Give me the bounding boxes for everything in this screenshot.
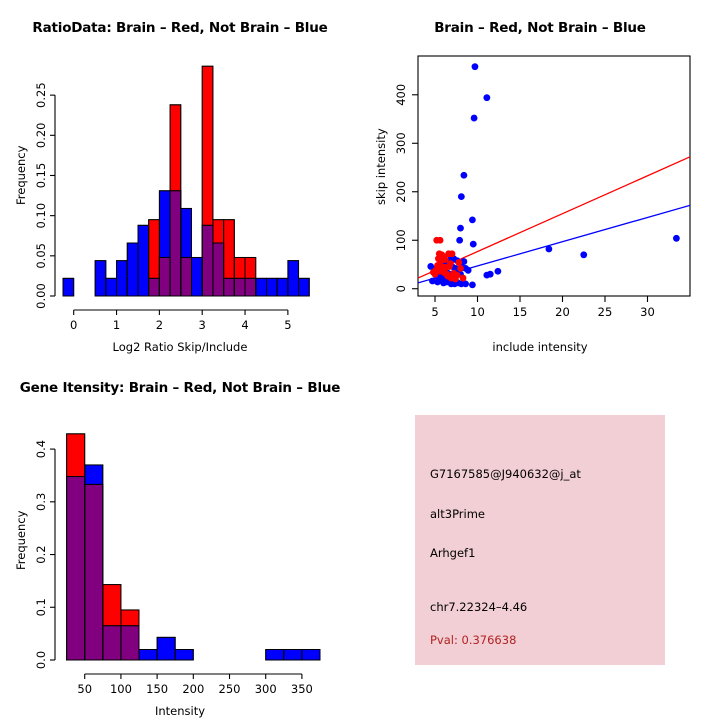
info-box-background: [415, 415, 665, 665]
svg-text:200: 200: [394, 181, 408, 203]
gene-histogram-plot: 0.0 0.1 0.2 0.3 0.4 50 100 150 200 250 300 350: [34, 433, 321, 696]
gene-histogram-title: Gene Itensity: Brain – Red, Not Brain – …: [19, 380, 341, 396]
svg-text:4: 4: [241, 318, 248, 332]
svg-text:0.05: 0.05: [34, 243, 48, 269]
gene-histogram-ylabel: Frequency: [14, 510, 28, 570]
svg-text:0.10: 0.10: [34, 203, 48, 229]
svg-text:15: 15: [513, 305, 528, 319]
svg-text:5: 5: [431, 305, 438, 319]
svg-text:250: 250: [219, 682, 241, 696]
panel-info: G7167585@J940632@j_at alt3Prime Arhgef1 …: [360, 360, 720, 720]
panel-ratio-histogram: RatioData: Brain – Red, Not Brain – Blue…: [0, 0, 360, 360]
svg-text:0.15: 0.15: [34, 163, 48, 189]
svg-text:0.0: 0.0: [34, 651, 48, 669]
svg-text:100: 100: [394, 229, 408, 251]
svg-text:0.25: 0.25: [34, 82, 48, 108]
ratio-histogram-xlabel: Log2 Ratio Skip/Include: [112, 340, 248, 354]
svg-text:200: 200: [182, 682, 204, 696]
svg-text:0.4: 0.4: [34, 440, 48, 458]
svg-text:0.20: 0.20: [34, 123, 48, 149]
svg-text:150: 150: [146, 682, 168, 696]
panel-gene-histogram: Gene Itensity: Brain – Red, Not Brain – …: [0, 360, 360, 720]
svg-text:20: 20: [555, 305, 570, 319]
info-gene-name: Arhgef1: [430, 546, 476, 560]
svg-text:10: 10: [470, 305, 485, 319]
svg-text:5: 5: [284, 318, 291, 332]
svg-text:0.3: 0.3: [34, 493, 48, 511]
svg-text:400: 400: [394, 84, 408, 106]
info-locus: chr7.22324–4.46: [430, 600, 528, 614]
svg-text:2: 2: [156, 318, 163, 332]
info-probe-id: G7167585@J940632@j_at: [430, 467, 581, 481]
svg-text:25: 25: [598, 305, 613, 319]
svg-text:0.2: 0.2: [34, 545, 48, 563]
svg-text:0.1: 0.1: [34, 598, 48, 616]
svg-text:0.00: 0.00: [34, 283, 48, 309]
ratio-histogram-plot: 0.00 0.05 0.10 0.15 0.20 0.25 0 1 2 3 4 5: [34, 65, 310, 332]
scatter-ylabel: skip intensity: [374, 128, 388, 205]
scatter-xlabel: include intensity: [492, 340, 588, 354]
svg-text:0: 0: [70, 318, 77, 332]
svg-text:350: 350: [291, 682, 313, 696]
scatter-plot: 0 100 200 300 400 5 10 15 20 25 30: [394, 55, 691, 319]
panel-scatter: Brain – Red, Not Brain – Blue 0 100 200 300…: [360, 0, 720, 360]
svg-text:50: 50: [77, 682, 92, 696]
ratio-histogram-ylabel: Frequency: [14, 145, 28, 205]
gene-histogram-xlabel: Intensity: [154, 704, 206, 718]
svg-text:3: 3: [199, 318, 206, 332]
ratio-histogram-title: RatioData: Brain – Red, Not Brain – Blue: [32, 20, 328, 36]
info-pval: Pval: 0.376638: [430, 633, 517, 647]
svg-text:1: 1: [113, 318, 120, 332]
info-event-type: alt3Prime: [430, 507, 486, 521]
svg-text:30: 30: [640, 305, 655, 319]
svg-text:100: 100: [110, 682, 132, 696]
svg-text:300: 300: [255, 682, 277, 696]
svg-text:0: 0: [394, 285, 408, 292]
scatter-title: Brain – Red, Not Brain – Blue: [434, 20, 646, 36]
svg-text:300: 300: [394, 132, 408, 154]
